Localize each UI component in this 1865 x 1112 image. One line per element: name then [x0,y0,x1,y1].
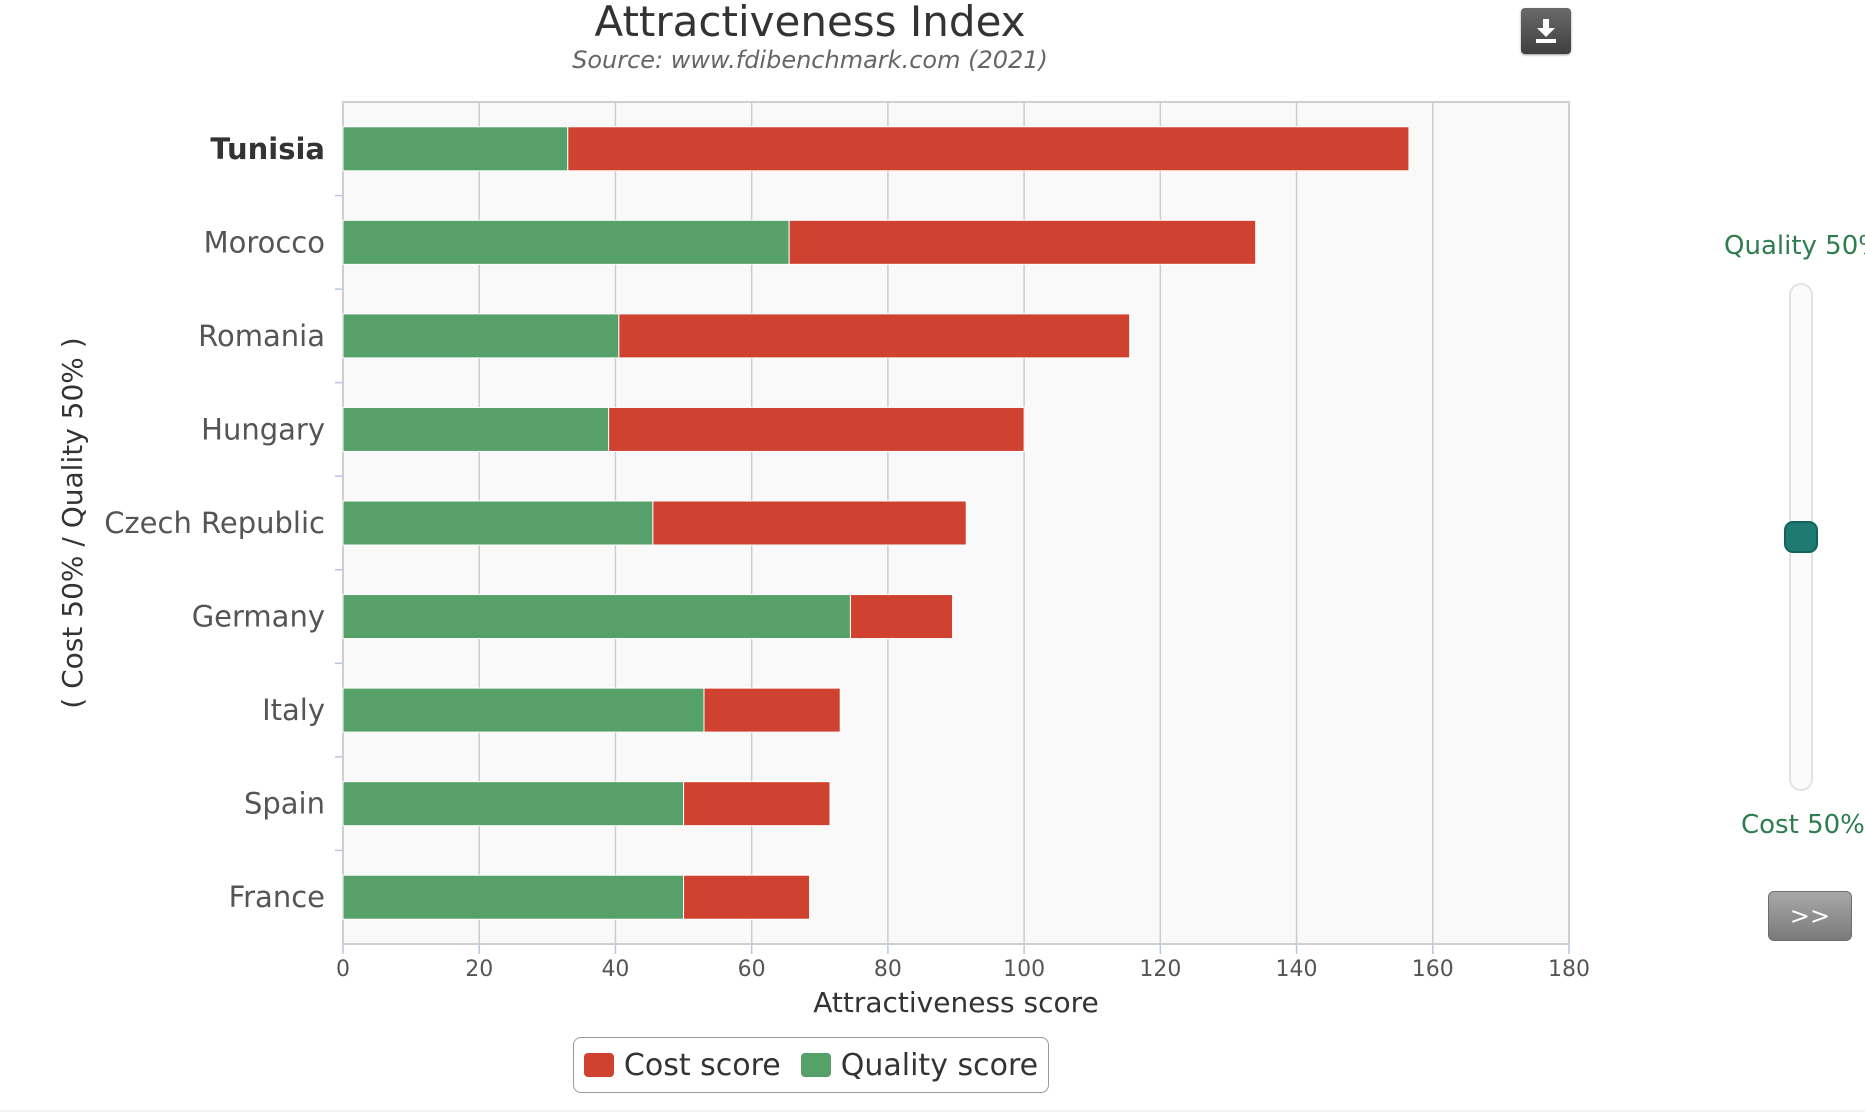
category-labels: Tunisia Morocco Romania Hungary Czech Republ… [104,132,325,914]
bar-cost-score[interactable] [788,219,1257,265]
bar-cost-score[interactable] [683,874,811,920]
cost-swatch [583,1053,614,1077]
bar-quality-score[interactable] [342,406,610,452]
slider-top-label: Quality 50% [1724,231,1865,261]
category-label: Germany [192,600,325,634]
x-tick-label: 0 [336,957,350,982]
bar-cost-score[interactable] [608,406,1025,452]
bar-quality-score[interactable] [342,126,569,172]
x-tick-label: 160 [1412,957,1454,982]
bar-cost-score[interactable] [849,594,954,640]
category-label: Czech Republic [104,506,325,540]
x-axis-label: Attractiveness score [813,986,1099,1019]
bar-quality-score[interactable] [342,594,851,640]
y-axis-label: ( Cost 50% / Quality 50% ) [56,337,89,708]
x-tick-label: 180 [1548,957,1590,982]
x-tick-labels: 0 20 40 60 80 100 120 140 160 180 [336,957,1590,982]
x-tick-label: 100 [1003,957,1045,982]
bar-cost-score[interactable] [683,781,831,827]
download-button[interactable] [1521,8,1571,54]
legend: Cost score Quality score [573,1037,1049,1093]
chart-title: Attractiveness Index [594,0,1025,46]
x-tick-label: 80 [874,957,902,982]
x-tick-label: 60 [738,957,766,982]
legend-label-cost: Cost score [623,1047,781,1083]
bar-quality-score[interactable] [342,219,790,265]
download-icon [1536,19,1556,43]
x-tick-label: 20 [465,957,493,982]
weight-slider-handle[interactable] [1784,521,1818,553]
legend-item-quality[interactable]: Quality score [800,1047,1039,1083]
bar-cost-score[interactable] [703,687,841,733]
x-tick-label: 140 [1276,957,1318,982]
category-label: France [229,880,325,914]
quality-swatch [800,1053,831,1077]
category-label: Tunisia [210,132,325,166]
bar-quality-score[interactable] [342,500,654,546]
bar-quality-score[interactable] [342,781,685,827]
legend-item-cost[interactable]: Cost score [583,1047,781,1083]
bar-quality-score[interactable] [342,687,705,733]
chart-subtitle: Source: www.fdibenchmark.com (2021) [572,46,1048,74]
category-label: Italy [262,693,325,727]
slider-bottom-label: Cost 50% [1741,810,1865,840]
bar-cost-score[interactable] [652,500,967,546]
bar-quality-score[interactable] [342,874,685,920]
bar-cost-score[interactable] [567,126,1410,172]
footer-band [0,1110,1865,1112]
category-label: Hungary [201,412,325,446]
x-tick-label: 120 [1139,957,1181,982]
x-tick-label: 40 [601,957,629,982]
legend-label-quality: Quality score [840,1047,1039,1083]
weight-slider-panel: Quality 50% Cost 50% [1700,225,1865,945]
category-label: Spain [244,787,325,821]
category-label: Romania [198,319,325,353]
bar-cost-score[interactable] [618,313,1131,359]
bars [342,126,1410,920]
bar-quality-score[interactable] [342,313,620,359]
next-button[interactable]: >> [1768,891,1852,941]
category-label: Morocco [204,225,325,259]
